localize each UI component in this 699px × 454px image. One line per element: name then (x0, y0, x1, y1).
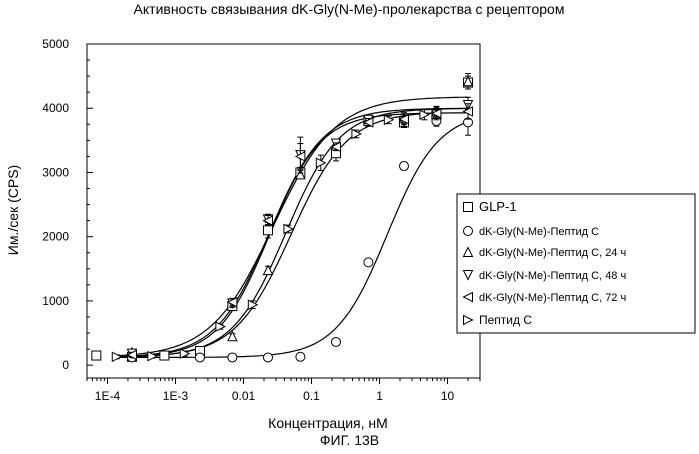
data-point (400, 162, 409, 171)
y-tick-label: 4000 (42, 101, 69, 115)
data-point (160, 351, 169, 360)
fit-curve (115, 113, 468, 357)
legend-label: Пептид С (479, 313, 532, 327)
legend-marker (464, 227, 473, 236)
series-points (92, 76, 473, 361)
fit-curve (115, 97, 468, 356)
y-tick-label: 0 (62, 358, 69, 372)
y-tick-label: 1000 (42, 294, 69, 308)
data-points (92, 74, 473, 362)
data-point (148, 352, 157, 361)
data-point (364, 258, 373, 267)
x-tick-label: 0.01 (232, 389, 256, 403)
data-point (331, 338, 340, 347)
x-tick-label: 1E-4 (95, 389, 121, 403)
legend-label: dK-Gly(N-Me)-Пептид С, 72 ч (479, 292, 626, 304)
figure-label: ФИГ. 13В (0, 432, 699, 448)
legend: GLP-1 dK-Gly(N-Me)-Пептид С dK-Gly(N-Me)-П… (457, 194, 695, 333)
series-points (112, 110, 429, 362)
legend-label: dK-Gly(N-Me)-Пептид С (479, 226, 599, 238)
x-tick-label: 10 (441, 389, 455, 403)
fit-curves (115, 97, 468, 357)
fit-curve (117, 113, 433, 357)
data-point (228, 353, 237, 362)
y-tick-label: 3000 (42, 165, 69, 179)
y-tick-label: 5000 (42, 37, 69, 51)
data-point (92, 351, 101, 360)
legend-marker (464, 203, 473, 212)
data-point (263, 226, 272, 235)
data-point (296, 352, 305, 361)
legend-label: GLP-1 (479, 199, 517, 214)
data-point (263, 353, 272, 362)
y-axis-label: Им./сек (CPS) (5, 165, 21, 255)
y-tick-label: 2000 (42, 230, 69, 244)
chart-title: Активность связывания dK-Gly(N-Me)-проле… (134, 1, 565, 17)
series-points (127, 97, 472, 358)
x-axis: 1E-4 1E-3 0.01 0.1 1 10 (87, 378, 480, 403)
x-tick-label: 0.1 (303, 389, 320, 403)
legend-label: dK-Gly(N-Me)-Пептид С, 48 ч (479, 270, 626, 282)
plot-area (87, 44, 480, 378)
y-axis: 0 1000 2000 3000 4000 5000 (42, 37, 93, 372)
data-point (112, 352, 121, 361)
data-point (195, 353, 204, 362)
legend-label: dK-Gly(N-Me)-Пептид С, 24 ч (479, 247, 626, 259)
x-tick-label: 1 (376, 389, 383, 403)
binding-activity-chart: Активность связывания dK-Gly(N-Me)-проле… (0, 0, 699, 454)
x-axis-label: Концентрация, нМ (268, 415, 388, 431)
fit-curve (115, 122, 468, 358)
plot-frame (87, 44, 480, 378)
x-tick-label: 1E-3 (163, 389, 189, 403)
